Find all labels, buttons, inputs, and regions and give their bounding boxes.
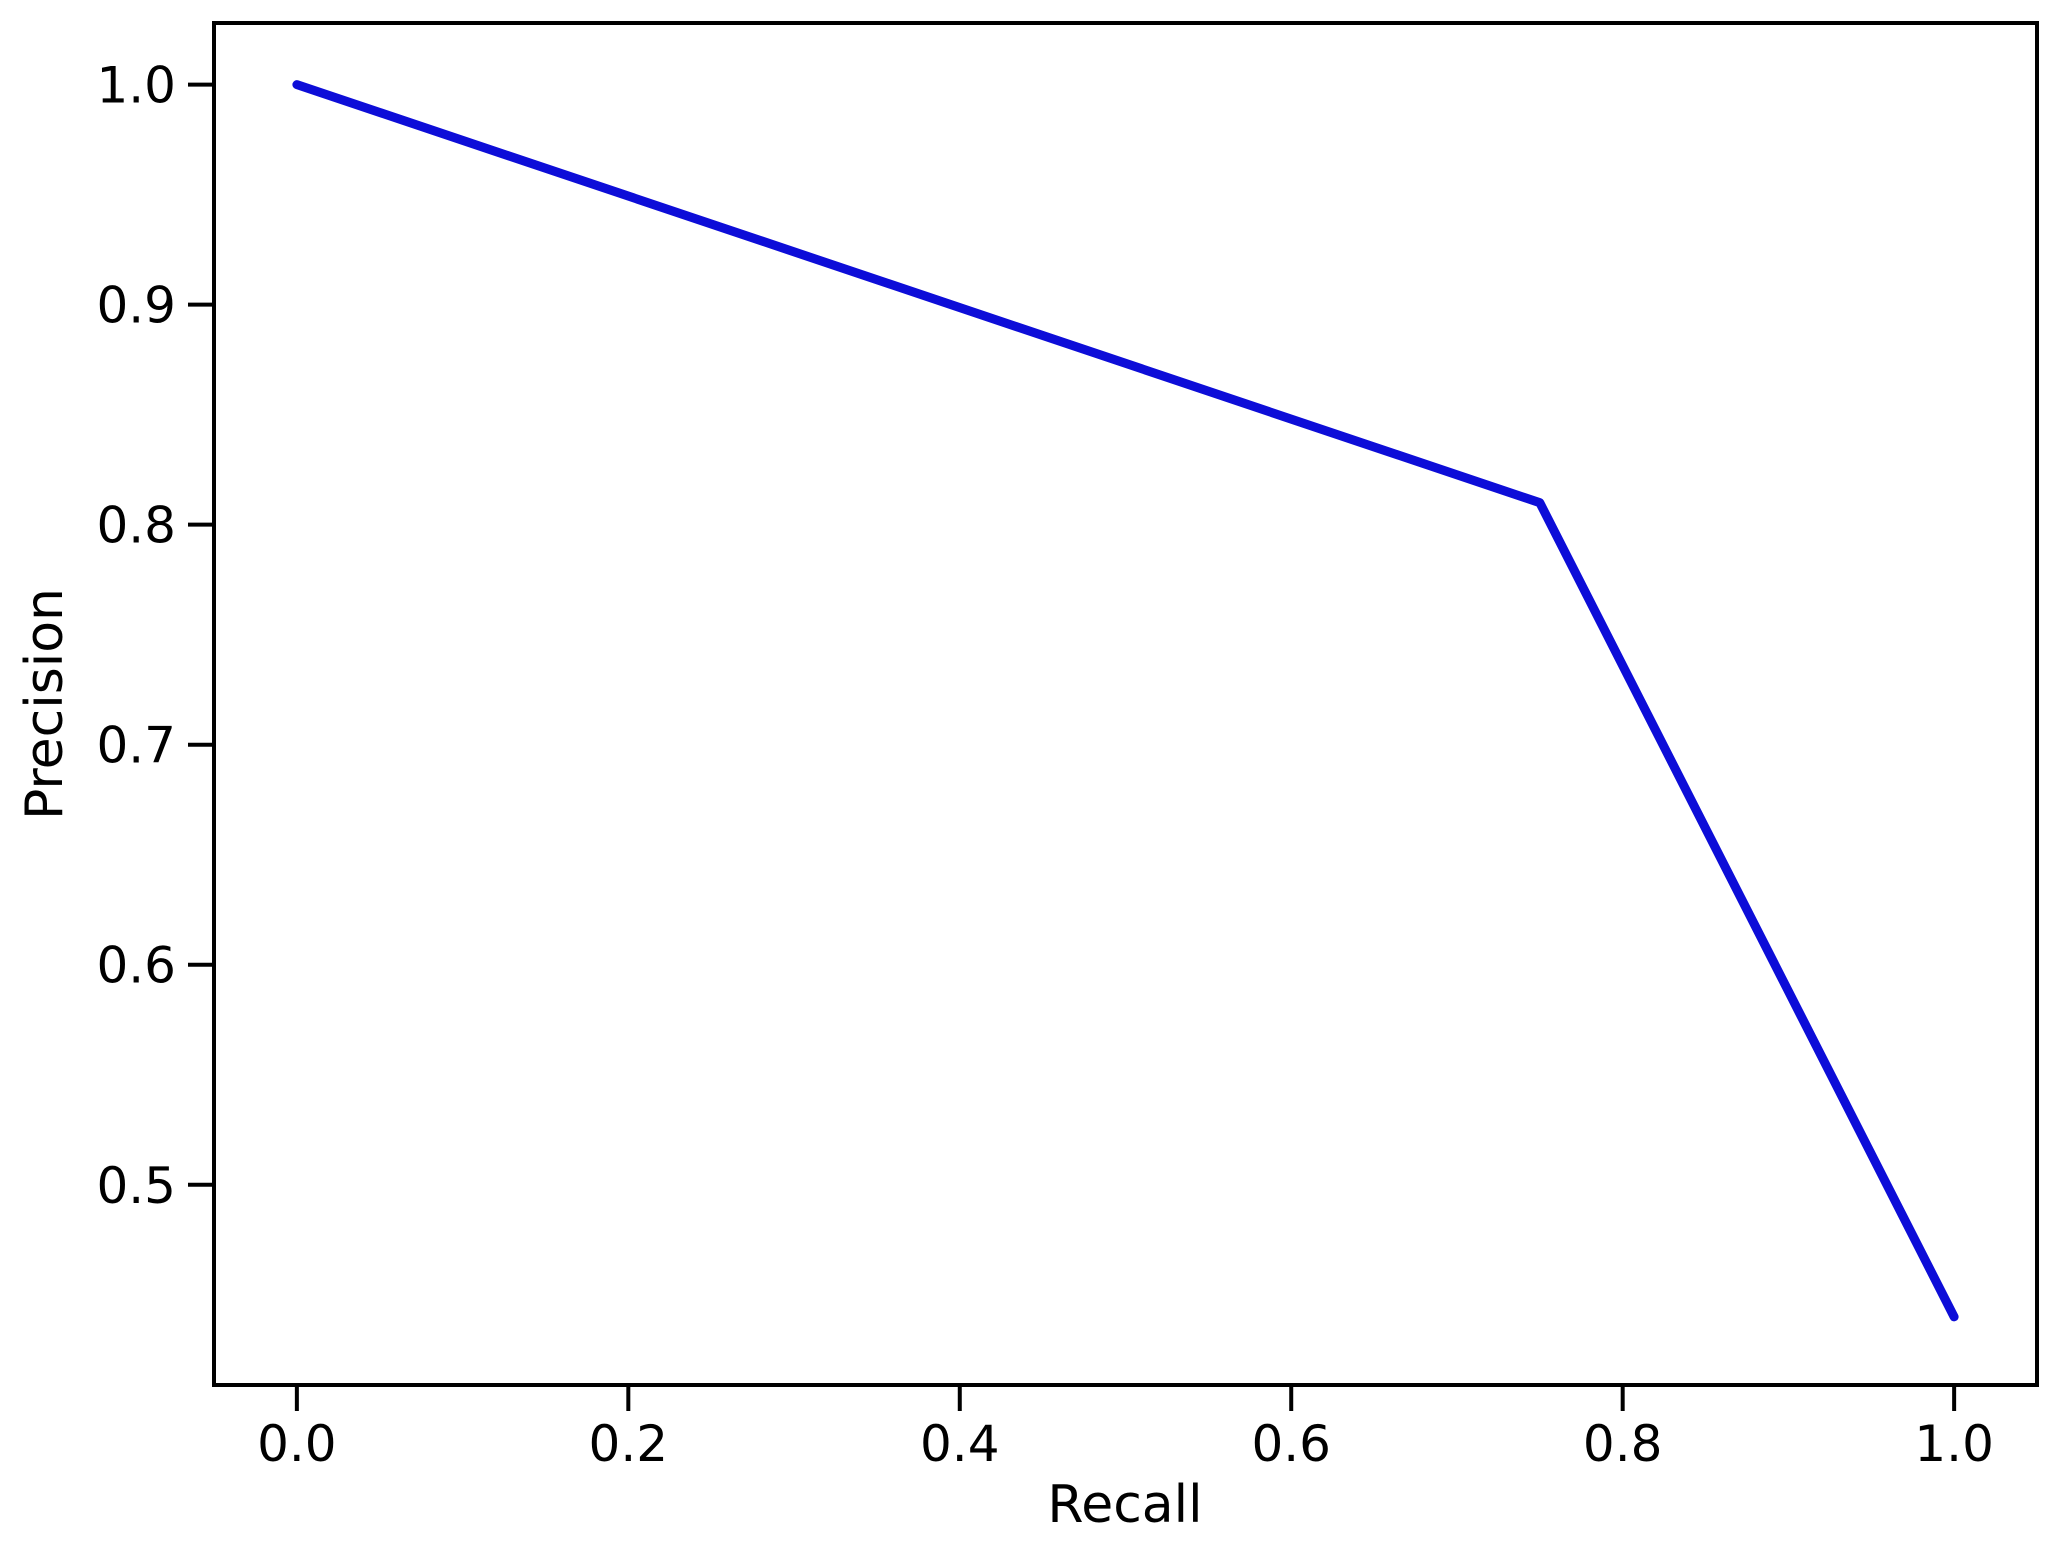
pr-curve-line [292,80,1959,1322]
x-axis-ticks: 0.0 0.2 0.4 0.6 0.8 1.0 [257,1385,1994,1473]
y-tick-label: 0.8 [96,497,176,555]
x-tick-label: 0.0 [257,1415,337,1473]
y-tick-label: 0.9 [96,277,176,335]
x-tick-label: 0.4 [920,1415,1000,1473]
data-series [292,80,1959,1322]
y-tick-label: 0.5 [96,1157,176,1215]
y-tick-label: 0.6 [96,937,176,995]
y-tick-label: 0.7 [96,717,176,775]
y-axis-label: Precision [15,588,75,820]
y-axis-ticks: 0.5 0.6 0.7 0.8 0.9 1.0 [96,57,214,1215]
x-tick-label: 0.2 [589,1415,669,1473]
x-tick-label: 0.6 [1251,1415,1331,1473]
y-tick-label: 1.0 [96,57,176,115]
x-axis-label: Recall [1047,1475,1202,1535]
plot-area-frame [212,21,2039,1387]
x-tick-label: 1.0 [1914,1415,1994,1473]
x-tick-label: 0.8 [1583,1415,1663,1473]
